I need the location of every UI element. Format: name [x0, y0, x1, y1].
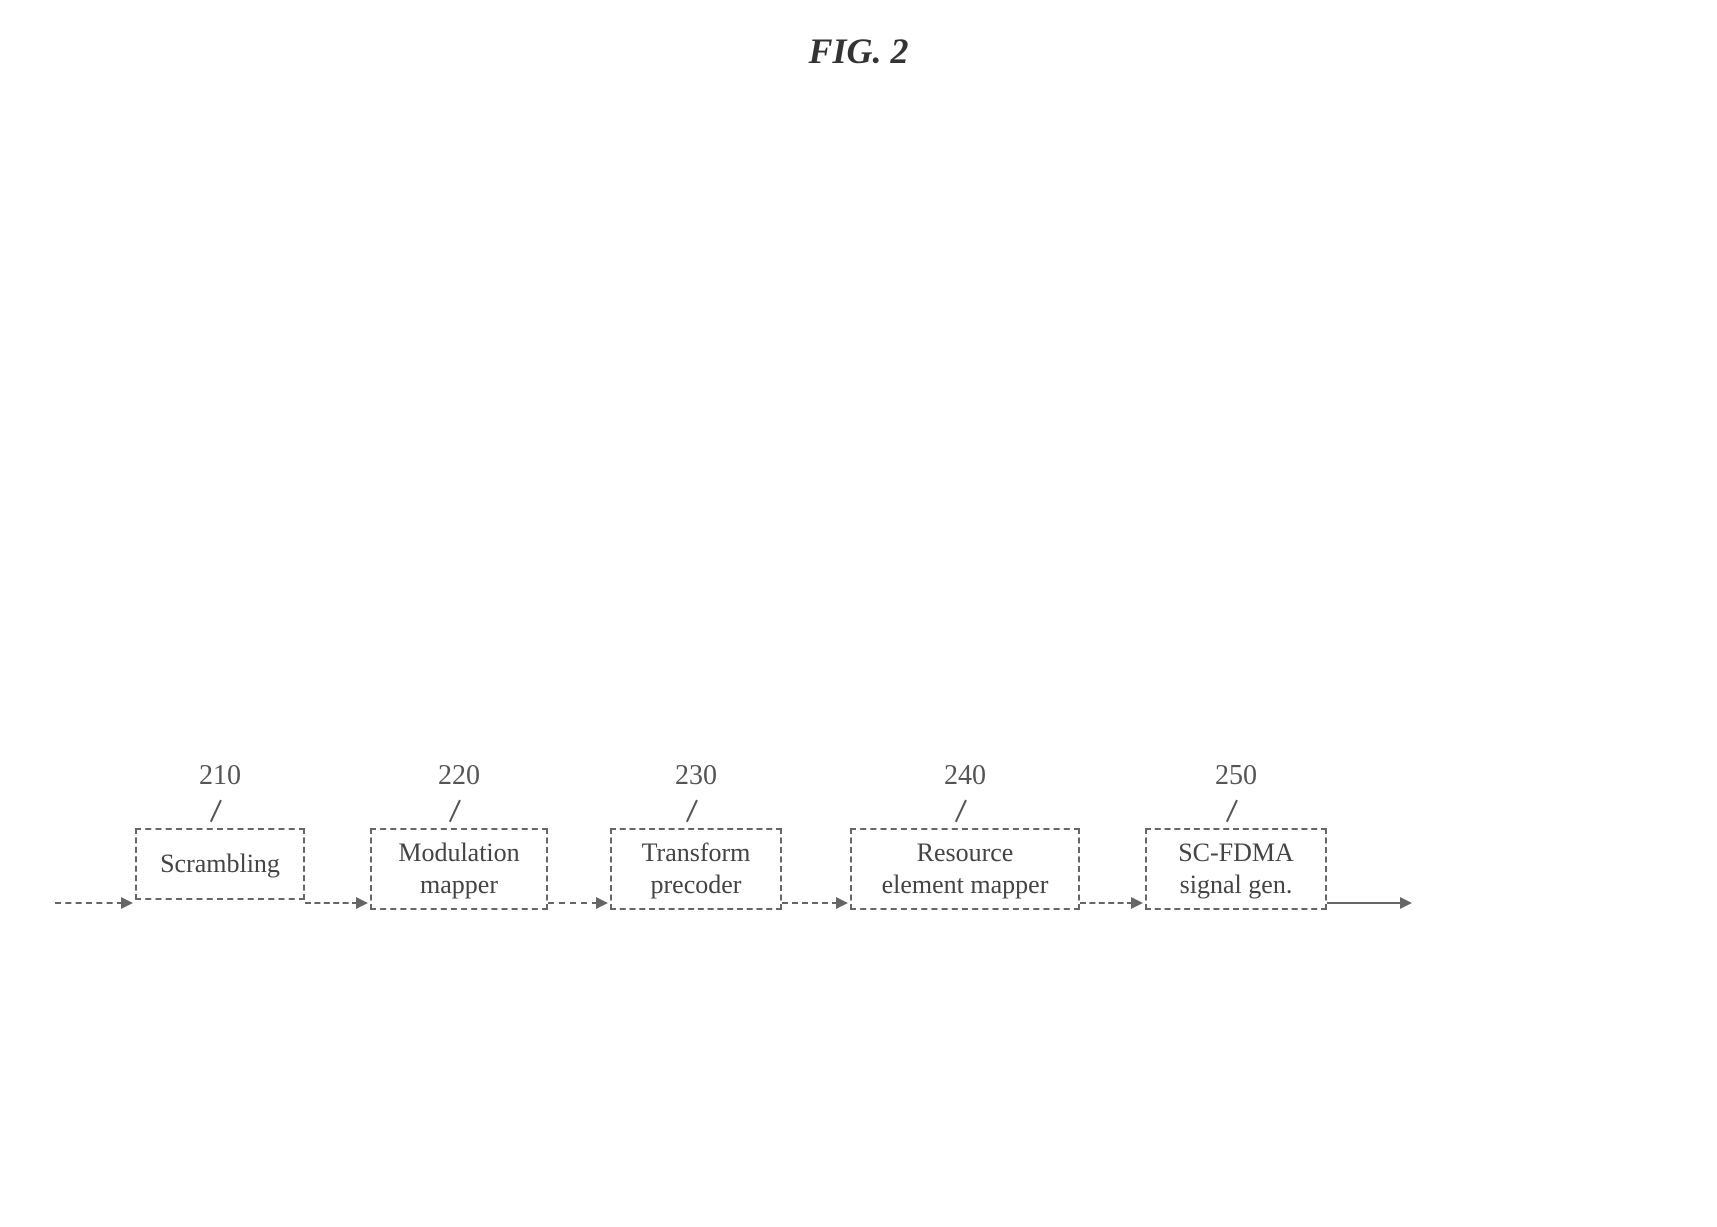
arrow-2 — [548, 902, 608, 904]
block-label: Transformprecoder — [642, 837, 751, 902]
ref-tick — [444, 800, 474, 822]
block-transform: 230 Transformprecoder — [610, 760, 782, 910]
figure-title: FIG. 2 — [808, 30, 908, 72]
arrow-head — [356, 897, 368, 909]
arrow-head — [1400, 897, 1412, 909]
arrow-3 — [782, 902, 848, 904]
ref-tick — [681, 800, 711, 822]
block-scrambling: 210 Scrambling — [135, 760, 305, 900]
arrow-input — [55, 902, 133, 904]
arrow-head — [596, 897, 608, 909]
arrow-1 — [305, 902, 368, 904]
arrow-output — [1327, 902, 1412, 904]
block-label: Modulationmapper — [398, 837, 519, 902]
arrow-line — [1080, 902, 1133, 904]
arrow-line — [55, 902, 123, 904]
ref-tick — [205, 800, 235, 822]
block-resource: 240 Resourceelement mapper — [850, 760, 1080, 910]
arrow-head — [1131, 897, 1143, 909]
arrow-4 — [1080, 902, 1143, 904]
arrow-line — [782, 902, 838, 904]
block-label: SC-FDMAsignal gen. — [1178, 837, 1294, 902]
ref-label: 250 — [1215, 760, 1257, 792]
block-modulation: 220 Modulationmapper — [370, 760, 548, 910]
ref-tick — [1221, 800, 1251, 822]
block-box: SC-FDMAsignal gen. — [1145, 828, 1327, 910]
arrow-line — [1327, 902, 1402, 904]
block-scfdma: 250 SC-FDMAsignal gen. — [1145, 760, 1327, 910]
arrow-line — [305, 902, 358, 904]
ref-label: 230 — [675, 760, 717, 792]
arrow-line — [548, 902, 598, 904]
block-box: Scrambling — [135, 828, 305, 900]
ref-label: 220 — [438, 760, 480, 792]
block-box: Resourceelement mapper — [850, 828, 1080, 910]
flowchart-diagram: 210 Scrambling 220 Modulationmapper 230 … — [110, 760, 1610, 960]
ref-label: 240 — [944, 760, 986, 792]
block-box: Modulationmapper — [370, 828, 548, 910]
block-box: Transformprecoder — [610, 828, 782, 910]
ref-label: 210 — [199, 760, 241, 792]
block-label: Scrambling — [160, 848, 280, 881]
arrow-head — [836, 897, 848, 909]
arrow-head — [121, 897, 133, 909]
ref-tick — [950, 800, 980, 822]
block-label: Resourceelement mapper — [882, 837, 1049, 902]
